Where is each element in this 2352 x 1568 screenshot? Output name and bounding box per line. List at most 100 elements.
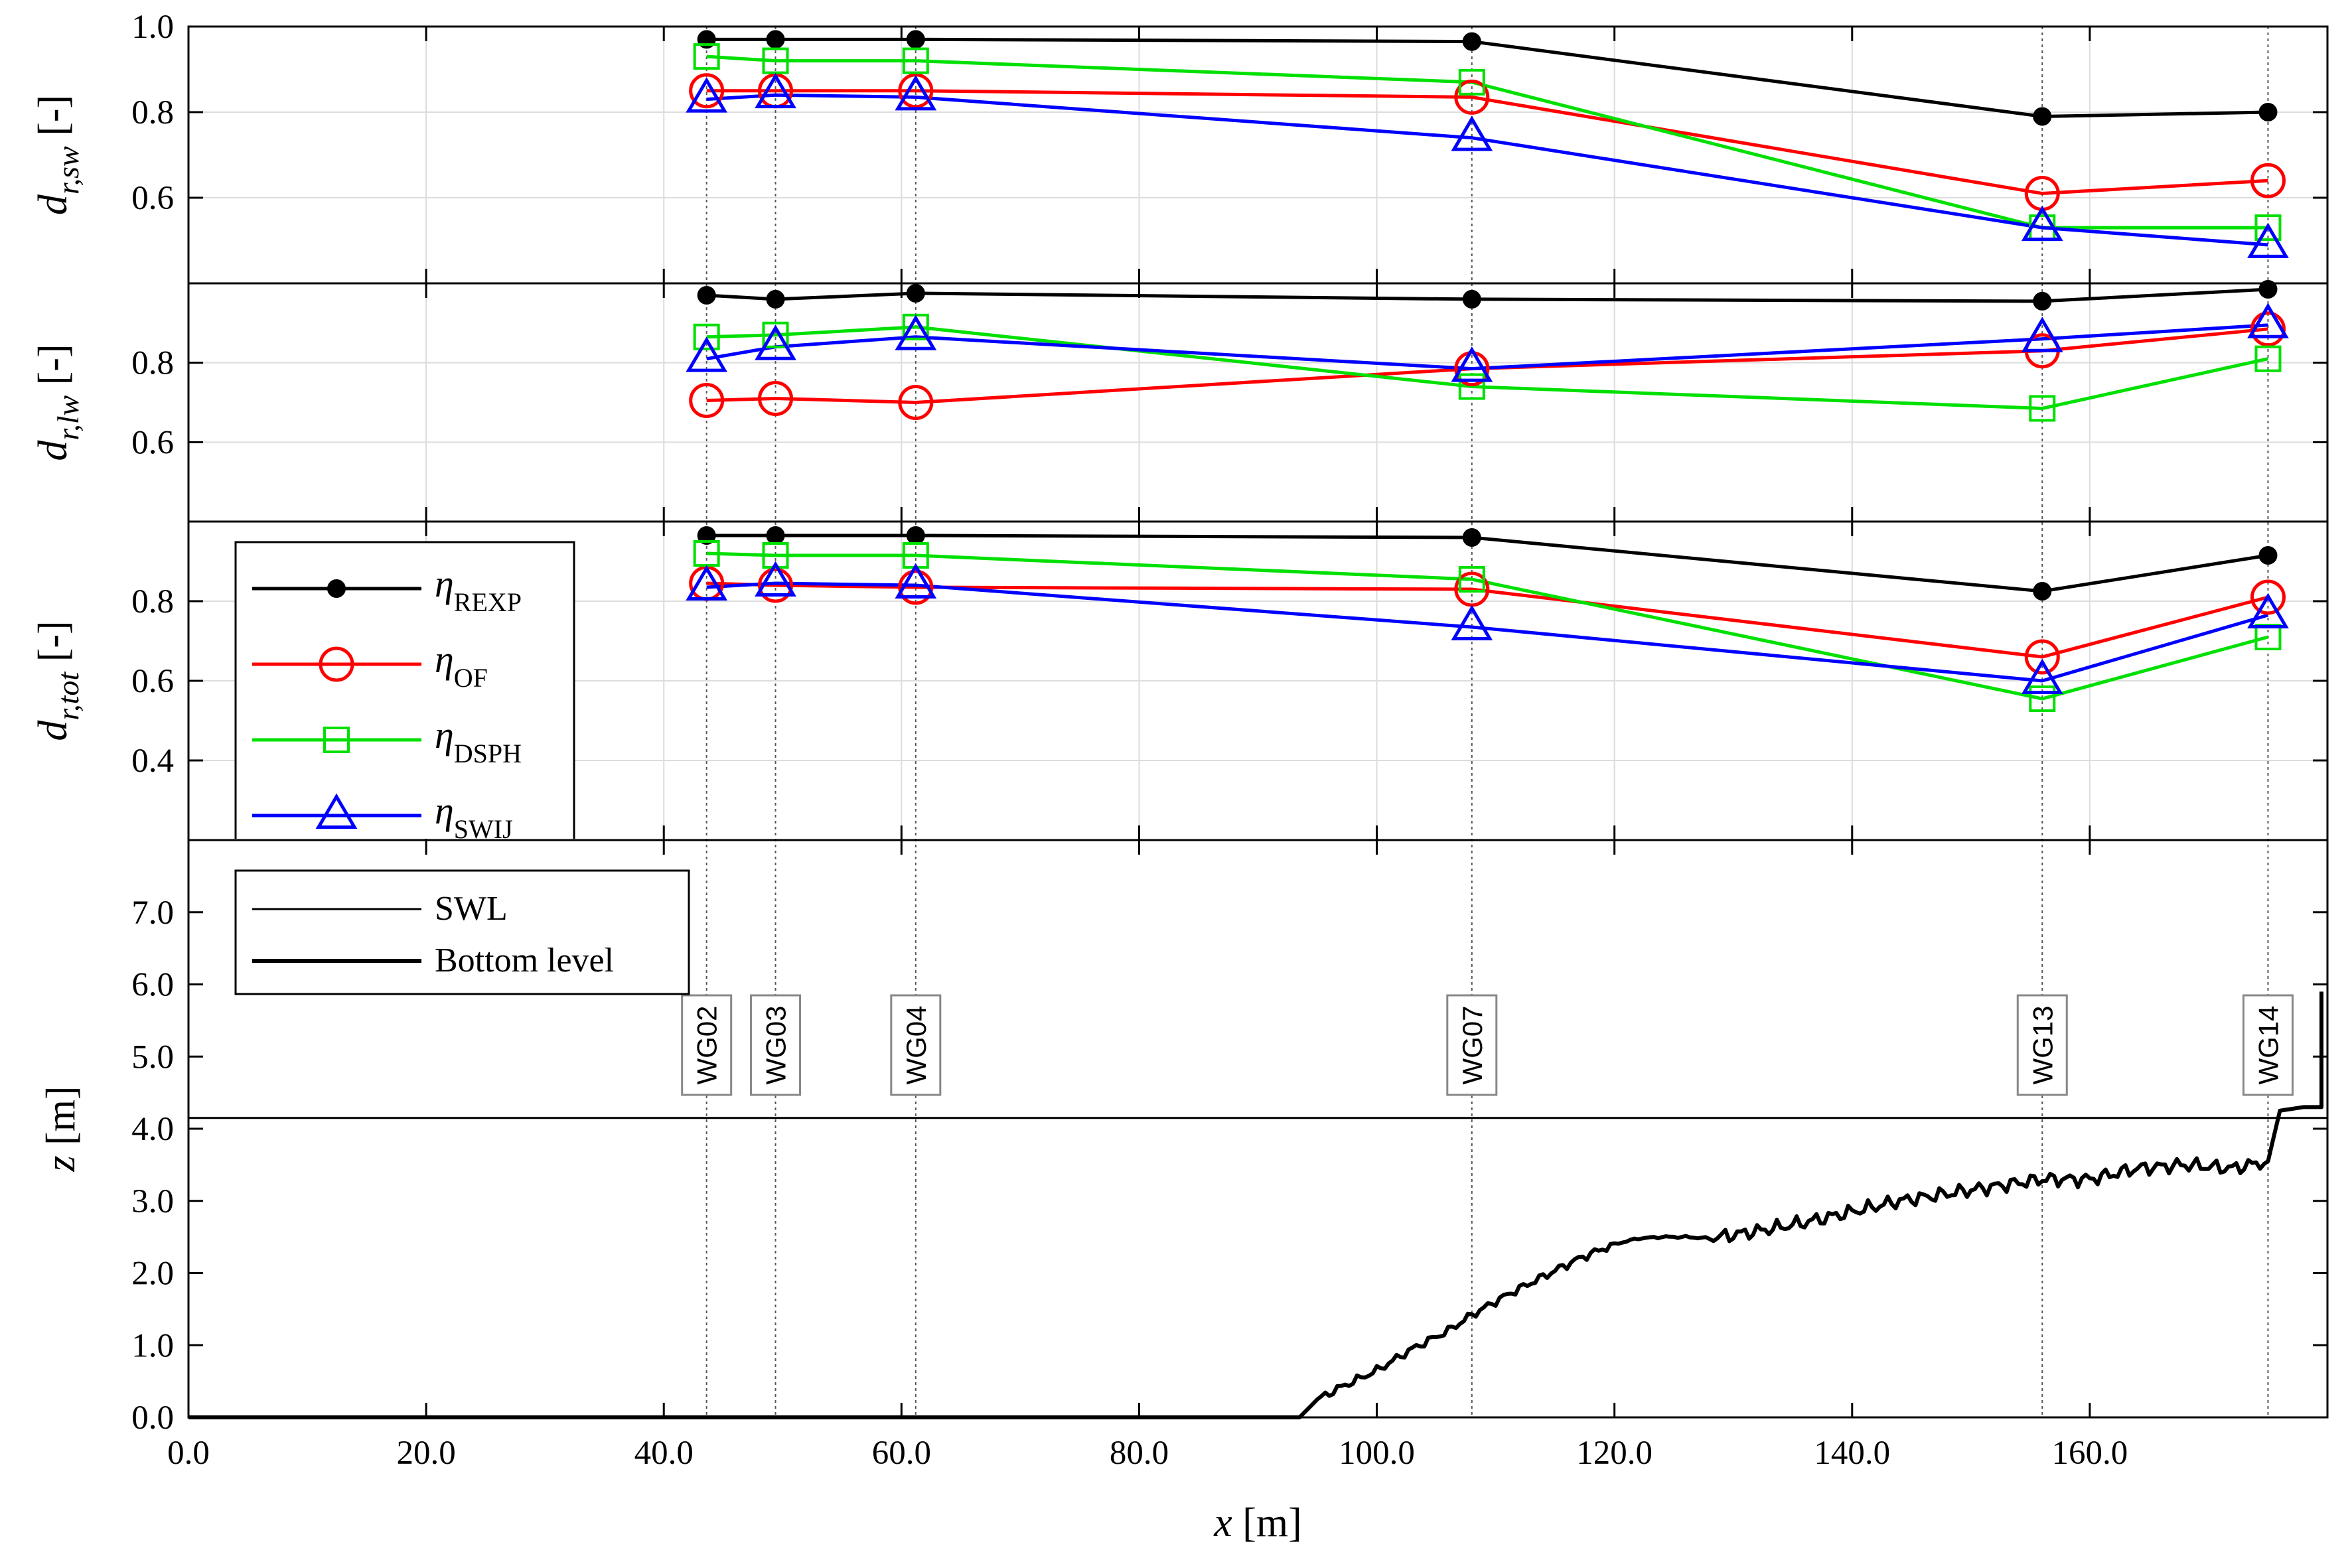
ytick-label-bottom-2: 2.0 <box>131 1255 174 1293</box>
legend-marker-REXP <box>327 579 346 598</box>
legend-marker-SWIJ <box>315 793 358 829</box>
ytick-label-bottom-7: 7.0 <box>131 894 174 932</box>
series-group-lw <box>686 279 2289 422</box>
point-lw-DSPH-0 <box>693 323 720 350</box>
ticks-layer <box>187 25 2327 1419</box>
ylabel-sym-sw: d <box>31 194 76 215</box>
labels-layer: 0.60.81.0dr,sw [-]0.60.8dr,lw [-]0.40.60… <box>31 9 2294 1545</box>
point-sw-DSPH-3 <box>1458 68 1485 96</box>
point-tot-DSPH-3 <box>1458 566 1485 593</box>
ytick-label-sw-0: 0.6 <box>131 180 174 217</box>
gauge-box-0 <box>681 994 733 1096</box>
point-lw-SWIJ-5 <box>2247 303 2289 338</box>
point-sw-OF-2 <box>898 73 934 109</box>
xtick-label-5: 100.0 <box>1339 1435 1415 1472</box>
legend-marker-DSPH <box>323 727 350 753</box>
line-lw-OF <box>706 327 2268 405</box>
legend-marker-OF <box>319 646 354 682</box>
legend-bottom-label: Bottom level <box>435 942 614 979</box>
point-lw-OF-0 <box>689 383 725 419</box>
legend-sym-SWIJ: η <box>435 789 454 832</box>
gauge-box-3 <box>1446 994 1498 1096</box>
ylabel-sw: dr,sw [-] <box>31 95 85 215</box>
point-tot-SWIJ-3 <box>1451 605 1493 640</box>
point-lw-OF-1 <box>758 381 794 417</box>
legend-sub-OF: OF <box>454 663 488 693</box>
point-lw-SWIJ-4 <box>2021 317 2063 352</box>
line-sw-REXP <box>706 37 2268 118</box>
x-axis-label-sym: x <box>1213 1500 1232 1545</box>
x-axis-label: x [m] <box>1213 1500 1302 1545</box>
legend-top-box <box>234 541 575 839</box>
ylabel-unit-tot: [-] <box>31 620 76 672</box>
ylabel-sub-sw: r,sw <box>51 146 85 194</box>
point-tot-REXP-0 <box>697 526 716 545</box>
xtick-label-8: 160.0 <box>2052 1435 2128 1472</box>
point-sw-SWIJ-4 <box>2021 205 2063 242</box>
ylabel-lw: dr,lw [-] <box>31 344 85 461</box>
point-sw-OF-0 <box>689 73 725 109</box>
point-tot-DSPH-4 <box>2029 685 2056 712</box>
xtick-label-1: 20.0 <box>396 1435 455 1472</box>
point-lw-REXP-5 <box>2258 279 2278 299</box>
point-lw-OF-2 <box>898 385 934 420</box>
point-sw-SWIJ-1 <box>755 72 796 109</box>
point-lw-REXP-2 <box>906 283 925 303</box>
point-sw-OF-5 <box>2250 163 2286 198</box>
legend-sub-REXP: REXP <box>454 587 522 617</box>
line-lw-REXP <box>706 287 2268 303</box>
ytick-label-bottom-0: 0.0 <box>131 1399 174 1437</box>
ytick-label-sw-1: 0.8 <box>131 94 174 131</box>
point-sw-OF-3 <box>1454 79 1490 115</box>
gauge-box-5 <box>2242 994 2294 1096</box>
series-group-sw <box>686 30 2289 258</box>
legend-label-SWIJ: ηSWIJ <box>435 789 513 844</box>
gauge-label-0: WG02 <box>692 1005 723 1084</box>
ylabel-bottom-unit: [m] <box>38 1086 84 1155</box>
gauge-box-4 <box>2016 994 2068 1096</box>
legend-label-REXP: ηREXP <box>435 562 522 617</box>
point-lw-DSPH-5 <box>2254 345 2282 372</box>
xtick-label-7: 140.0 <box>1814 1435 1890 1472</box>
data-layer <box>188 30 2327 1419</box>
legend-sub-DSPH: DSPH <box>454 739 522 768</box>
point-tot-SWIJ-4 <box>2021 658 2063 694</box>
xtick-label-2: 40.0 <box>634 1435 694 1472</box>
legend-bottom-box <box>234 869 690 995</box>
point-tot-REXP-5 <box>2258 546 2278 565</box>
line-sw-OF <box>706 89 2268 196</box>
legend-swl-label: SWL <box>435 890 508 928</box>
ytick-label-tot-1: 0.6 <box>131 663 174 700</box>
legend-sym-DSPH: η <box>435 713 454 756</box>
point-tot-OF-2 <box>898 569 934 605</box>
ytick-label-bottom-4: 4.0 <box>131 1111 174 1148</box>
ytick-label-lw-0: 0.6 <box>131 424 174 461</box>
gauge-box-2 <box>890 994 942 1096</box>
ytick-label-bottom-6: 6.0 <box>131 967 174 1004</box>
ylabel-bottom: z [m] <box>38 1086 84 1172</box>
line-tot-REXP <box>706 534 2268 593</box>
ylabel-sym-tot: d <box>31 720 76 741</box>
gauge-label-1: WG03 <box>761 1005 792 1084</box>
point-lw-REXP-4 <box>2033 291 2052 311</box>
point-sw-REXP-5 <box>2258 103 2278 121</box>
ylabel-unit-lw: [-] <box>31 344 76 395</box>
ylabel-unit-sw: [-] <box>31 95 76 146</box>
point-lw-OF-5 <box>2250 311 2286 347</box>
point-tot-SWIJ-1 <box>755 561 796 597</box>
x-axis-label-unit: [m] <box>1232 1500 1302 1545</box>
point-lw-SWIJ-0 <box>686 336 728 372</box>
ytick-label-sw-2: 1.0 <box>131 9 174 46</box>
legend-sub-SWIJ: SWIJ <box>454 814 513 844</box>
point-lw-REXP-0 <box>697 285 716 305</box>
point-sw-SWIJ-0 <box>686 77 728 113</box>
legend-sym-REXP: η <box>435 562 454 605</box>
point-sw-REXP-3 <box>1462 32 1481 51</box>
ytick-label-tot-2: 0.8 <box>131 583 174 620</box>
point-tot-SWIJ-2 <box>895 563 937 599</box>
xtick-label-4: 80.0 <box>1110 1435 1169 1472</box>
point-tot-REXP-4 <box>2033 582 2052 601</box>
